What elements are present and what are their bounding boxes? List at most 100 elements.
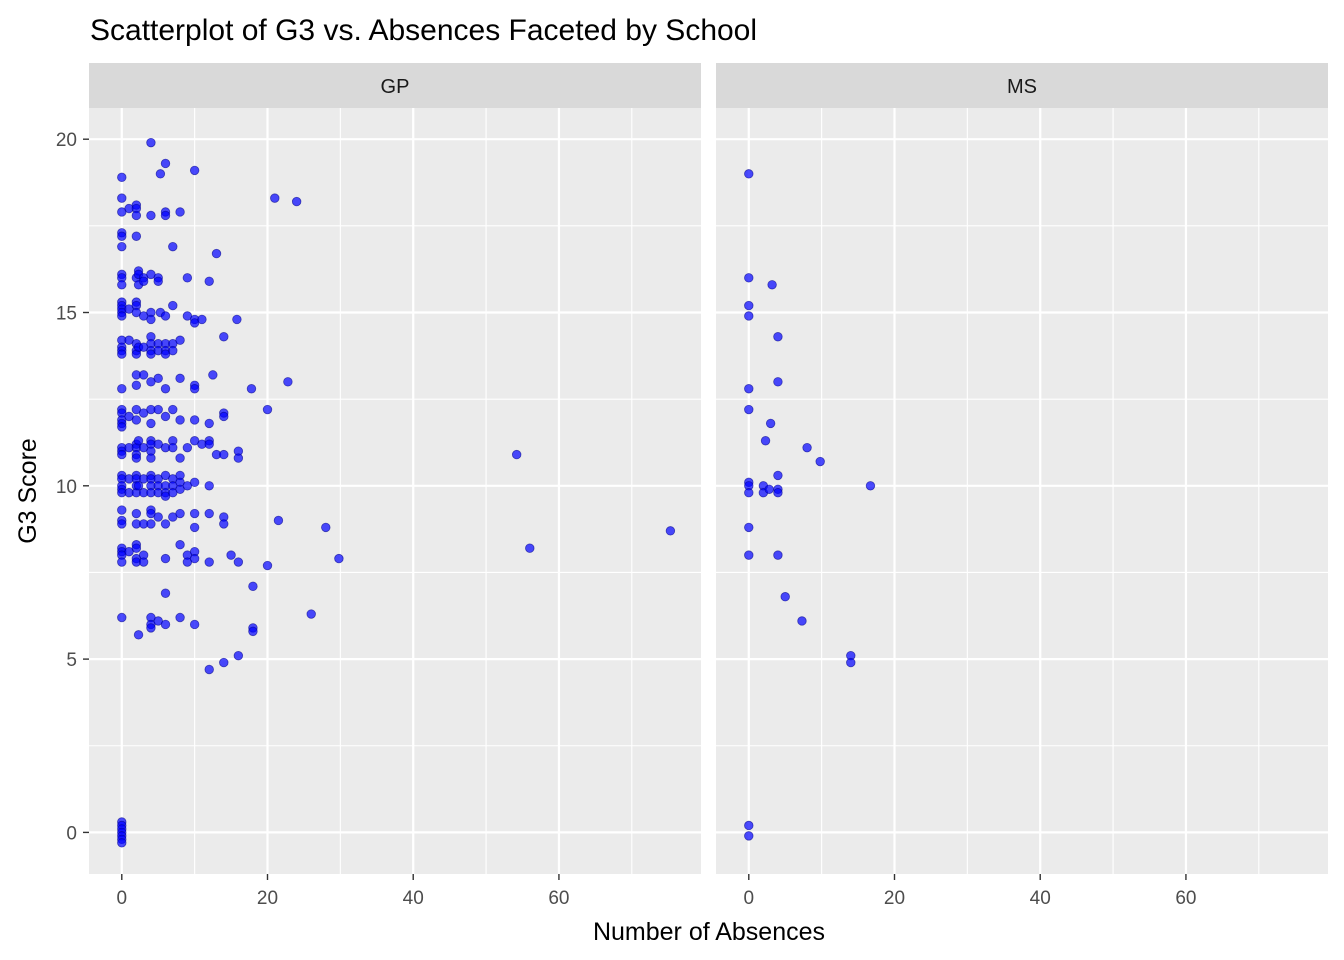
data-point	[760, 436, 771, 446]
panel-background	[716, 108, 1328, 874]
data-point	[291, 196, 302, 207]
data-point	[117, 172, 127, 183]
data-point	[168, 241, 178, 252]
data-point	[117, 505, 127, 515]
data-point	[773, 550, 783, 560]
data-point	[226, 550, 236, 560]
data-point	[146, 314, 156, 325]
facet-strip	[716, 63, 1328, 108]
data-point	[321, 522, 331, 533]
data-point	[219, 411, 229, 422]
data-point	[189, 384, 200, 394]
x-tick-label: 0	[743, 888, 754, 909]
data-point	[160, 311, 171, 321]
data-point	[133, 481, 144, 491]
data-point	[160, 519, 171, 529]
y-tick-label: 20	[56, 130, 77, 151]
data-point	[306, 609, 316, 619]
data-point	[146, 519, 156, 529]
facet-panel-gp: GP 0 20 40 60 0 5 10 15 20	[56, 63, 701, 909]
x-tick-label: 60	[548, 888, 569, 909]
data-point	[153, 512, 163, 522]
data-point	[160, 619, 171, 630]
data-point	[744, 820, 754, 831]
data-point	[744, 488, 754, 498]
facets: GP 0 20 40 60 0 5 10 15 20 MS 0 20 40 60	[56, 63, 1328, 909]
data-point	[208, 370, 218, 380]
data-point	[765, 418, 776, 429]
data-point	[146, 210, 156, 221]
data-point	[117, 193, 127, 203]
y-axis-title: G3 Score	[14, 438, 42, 544]
data-point	[189, 553, 200, 564]
data-point	[117, 519, 127, 529]
x-tick-label: 40	[1030, 888, 1051, 909]
data-point	[138, 276, 149, 287]
data-point	[146, 453, 156, 463]
data-point	[138, 370, 149, 380]
data-point	[846, 657, 856, 668]
data-point	[168, 404, 178, 415]
y-tick-label: 5	[66, 650, 77, 671]
data-point	[797, 616, 807, 626]
data-point	[219, 332, 229, 342]
data-point	[153, 276, 163, 287]
data-point	[189, 522, 200, 533]
data-point	[146, 137, 156, 148]
data-point	[175, 453, 185, 463]
data-point	[744, 831, 754, 841]
data-point	[160, 384, 171, 394]
data-point	[189, 477, 200, 488]
data-point	[248, 581, 258, 592]
data-point	[773, 470, 783, 481]
data-point	[168, 345, 178, 356]
data-point	[744, 522, 754, 533]
facet-strip-label: GP	[381, 76, 410, 98]
x-tick-label: 20	[257, 888, 278, 909]
x-tick-label: 0	[116, 888, 127, 909]
x-tick-label: 60	[1175, 888, 1196, 909]
data-point	[175, 415, 185, 425]
facet-strip	[89, 63, 701, 108]
data-point	[204, 508, 214, 519]
data-point	[802, 442, 812, 453]
data-point	[773, 488, 783, 498]
data-point	[153, 373, 163, 384]
y-tick-label: 15	[56, 303, 77, 324]
data-point	[160, 210, 171, 221]
panel-background	[89, 108, 701, 874]
data-point	[175, 335, 185, 345]
data-point	[117, 231, 127, 241]
data-point	[133, 630, 144, 640]
data-point	[233, 453, 244, 463]
data-point	[131, 210, 142, 221]
data-point	[175, 612, 185, 623]
data-point	[744, 404, 754, 415]
data-point	[168, 300, 178, 311]
data-point	[131, 415, 142, 425]
data-point	[744, 273, 754, 283]
data-point	[204, 557, 214, 567]
data-point	[219, 449, 229, 460]
data-point	[168, 442, 178, 453]
data-point	[175, 207, 185, 217]
data-point	[160, 588, 171, 598]
data-point	[273, 515, 284, 526]
data-point	[117, 557, 127, 567]
data-point	[189, 165, 200, 176]
data-point	[117, 384, 127, 394]
data-point	[182, 442, 193, 453]
data-point	[270, 193, 280, 203]
facet-strip-label: MS	[1007, 76, 1037, 98]
data-point	[219, 657, 229, 668]
data-point	[233, 650, 244, 661]
data-point	[248, 626, 258, 637]
data-point	[146, 418, 156, 429]
data-point	[155, 169, 166, 179]
data-point	[204, 439, 214, 449]
data-point	[146, 623, 156, 633]
data-point	[744, 169, 754, 179]
data-point	[160, 553, 171, 564]
data-point	[117, 612, 127, 623]
